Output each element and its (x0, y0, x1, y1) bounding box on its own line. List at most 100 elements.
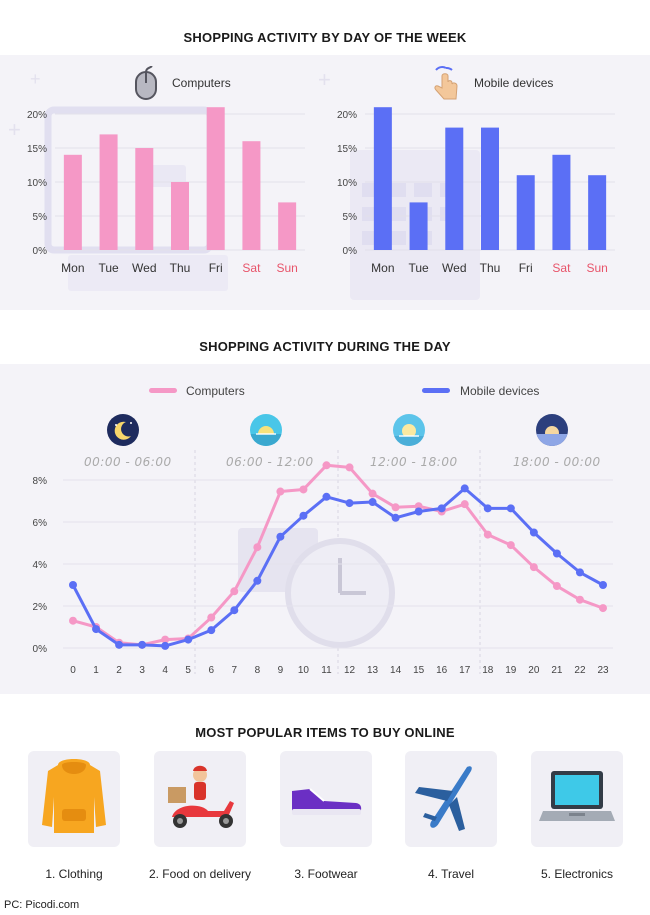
point-computers (299, 485, 308, 494)
mobile-x-tick-label: Sat (552, 261, 571, 275)
line-x-tick-label: 13 (367, 665, 379, 676)
item-card-travel (405, 751, 497, 847)
computers-x-tick-label: Mon (61, 261, 84, 275)
point-mobile (230, 606, 239, 615)
title-during-day: SHOPPING ACTIVITY DURING THE DAY (199, 339, 451, 354)
computers-bar (99, 134, 118, 250)
point-mobile (506, 504, 515, 513)
mobile-x-tick-label: Tue (408, 261, 429, 275)
line-x-tick-label: 20 (528, 665, 540, 676)
item-card-footwear (280, 751, 372, 847)
computers-y-tick-label: 20% (27, 110, 47, 121)
mobile-bar (409, 202, 428, 250)
line-x-tick-label: 10 (298, 665, 310, 676)
point-mobile (92, 625, 101, 634)
computers-bar (206, 107, 225, 250)
item-label-footwear: 3. Footwear (294, 867, 358, 881)
point-mobile (391, 513, 400, 522)
sneaker-icon (292, 788, 362, 815)
laptop-icon (539, 771, 615, 821)
line-x-tick-label: 12 (344, 665, 356, 676)
computers-x-tick-label: Sun (276, 261, 297, 275)
line-x-tick-label: 0 (70, 665, 76, 676)
point-computers (552, 582, 561, 591)
legend-mobile-swatch (422, 388, 450, 393)
point-computers (230, 587, 239, 596)
hourly-line-chart: 0%2%4%6%8%0 1 2 3 4 5 6 7 8 9 10 11 12 13 14 15 16 17 18 19… (33, 450, 613, 676)
mobile-y-tick-label: 5% (343, 212, 358, 223)
mobile-bar (552, 154, 571, 250)
point-mobile (276, 532, 285, 541)
line-x-tick-label: 6 (208, 665, 214, 676)
point-mobile (253, 576, 262, 585)
title-popular: MOST POPULAR ITEMS TO BUY ONLINE (195, 725, 455, 740)
item-label-food-delivery: 2. Food on delivery (148, 867, 252, 881)
airplane-icon (415, 766, 472, 831)
point-computers (322, 461, 331, 470)
period-label-night: 00:00 - 06:00 (84, 455, 172, 469)
item-card-electronics (531, 751, 623, 847)
item-label-electronics: 5. Electronics (540, 867, 614, 881)
line-x-tick-label: 1 (93, 665, 99, 676)
mobile-y-tick-label: 20% (337, 110, 357, 121)
mobile-x-tick-label: Fri (519, 261, 533, 275)
computers-y-tick-label: 15% (27, 144, 47, 155)
computers-bar-chart: 0% 5% 10% 15% 20% Mon Tue Wed Thu Fri Sat Sun (27, 107, 305, 275)
point-mobile (483, 504, 492, 513)
point-mobile (138, 640, 147, 649)
computers-x-tick-label: Thu (170, 261, 191, 275)
line-x-tick-label: 14 (390, 665, 402, 676)
line-y-tick-label: 0% (33, 644, 48, 655)
mobile-bar (516, 175, 535, 250)
point-computers (69, 616, 77, 625)
line-x-tick-label: 19 (505, 665, 517, 676)
period-label-evening: 18:00 - 00:00 (513, 455, 601, 469)
mobile-bar (481, 127, 499, 250)
mobile-x-tick-label: Thu (480, 261, 501, 275)
line-x-tick-label: 21 (551, 665, 563, 676)
computers-x-tick-label: Sat (242, 261, 261, 275)
legend-mobile-label: Mobile devices (460, 384, 540, 398)
point-mobile (599, 581, 607, 589)
plus-decor-icon: + (318, 67, 331, 92)
point-computers (483, 530, 492, 539)
mobile-panel-label: Mobile devices (474, 76, 554, 90)
computers-y-tick-label: 5% (33, 212, 48, 223)
mobile-bar-chart: 0% 5% 10% 15% 20% Mon Tue Wed Thu Fri Sat Sun (337, 107, 615, 275)
line-x-tick-label: 5 (185, 665, 191, 676)
hoodie-icon (42, 759, 106, 833)
point-mobile (575, 568, 584, 577)
point-mobile (161, 641, 170, 650)
computers-y-tick-label: 10% (27, 178, 47, 189)
moon-icon (107, 414, 139, 446)
line-x-tick-label: 23 (597, 665, 609, 676)
point-computers (161, 635, 170, 644)
item-card-food-delivery (154, 751, 246, 847)
line-y-tick-label: 6% (33, 518, 48, 529)
line-x-tick-label: 2 (116, 665, 122, 676)
legend-computers-label: Computers (186, 384, 245, 398)
point-computers (460, 500, 469, 509)
source-credit: PC: Picodi.com (4, 899, 80, 911)
point-mobile (69, 581, 77, 589)
point-computers (368, 489, 377, 498)
point-mobile (552, 549, 561, 558)
period-label-morning: 06:00 - 12:00 (226, 455, 314, 469)
title-by-day: SHOPPING ACTIVITY BY DAY OF THE WEEK (183, 30, 467, 45)
line-x-tick-label: 4 (162, 665, 168, 676)
point-computers (391, 503, 400, 512)
point-mobile (115, 640, 124, 649)
point-computers (253, 543, 262, 552)
point-mobile (299, 511, 308, 520)
line-x-tick-label: 15 (413, 665, 425, 676)
point-computers (207, 613, 216, 622)
line-x-tick-label: 17 (459, 665, 471, 676)
mobile-y-tick-label: 15% (337, 144, 357, 155)
computers-x-tick-label: Fri (209, 261, 223, 275)
point-mobile (460, 484, 469, 493)
delivery-scooter-icon (168, 765, 234, 828)
line-y-tick-label: 2% (33, 602, 48, 613)
mobile-x-tick-label: Mon (371, 261, 394, 275)
computers-bar (278, 202, 297, 250)
item-label-travel: 4. Travel (427, 867, 475, 881)
